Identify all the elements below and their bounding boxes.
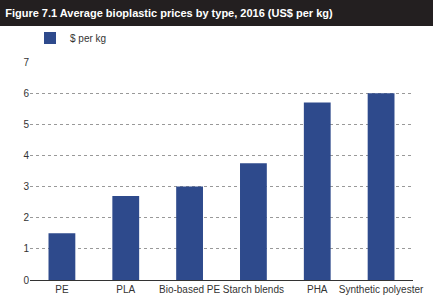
svg-text:Starch blends: Starch blends (223, 284, 284, 295)
svg-text:Figure 7.1 Average bioplastic: Figure 7.1 Average bioplastic prices by … (5, 7, 333, 19)
svg-text:PLA: PLA (116, 284, 135, 295)
svg-text:1: 1 (23, 243, 29, 254)
svg-text:Synthetic polyester: Synthetic polyester (339, 284, 424, 295)
svg-text:6: 6 (23, 88, 29, 99)
svg-text:$ per kg: $ per kg (70, 33, 106, 44)
svg-text:5: 5 (23, 119, 29, 130)
svg-text:PE: PE (55, 284, 69, 295)
svg-text:2: 2 (23, 212, 29, 223)
svg-text:3: 3 (23, 181, 29, 192)
svg-text:7: 7 (23, 57, 29, 68)
svg-text:PHA: PHA (307, 284, 328, 295)
svg-text:4: 4 (23, 150, 29, 161)
svg-text:Bio-based PE: Bio-based PE (159, 284, 220, 295)
svg-text:0: 0 (23, 275, 29, 286)
